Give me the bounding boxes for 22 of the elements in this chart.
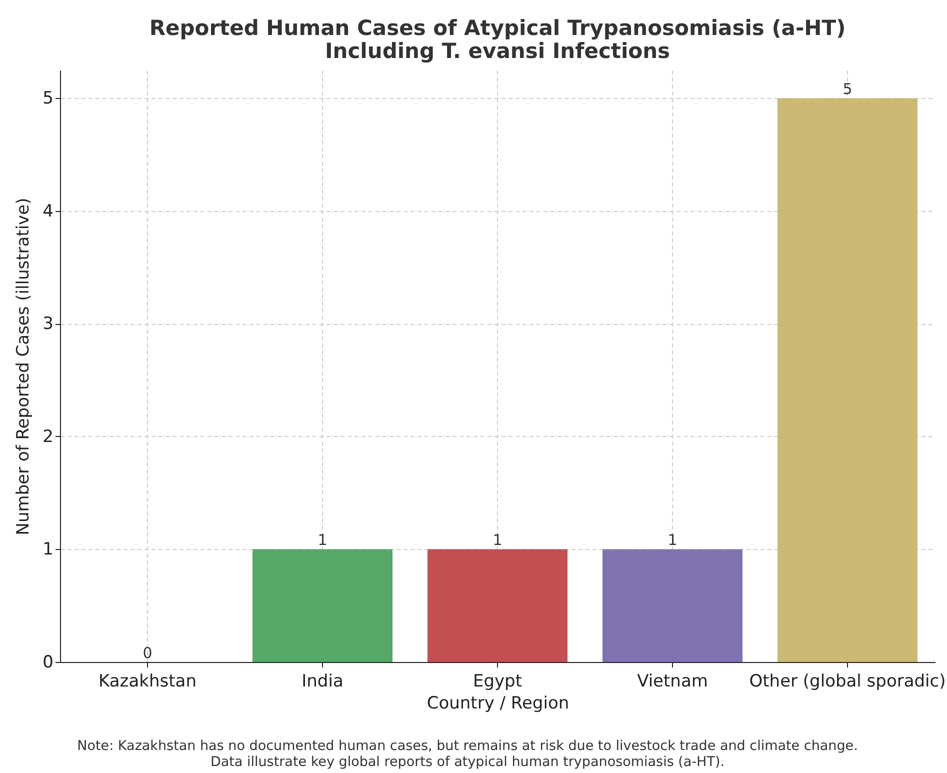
y-tick-label: 4 bbox=[42, 201, 54, 222]
text: Note: Kazakhstan has no documented human cases, but remains at risk due to livestock trade and climate change. bbox=[77, 738, 858, 754]
y-axis-title: Number of Reported Cases (illustrative) bbox=[14, 198, 34, 536]
data-label: 0 bbox=[142, 644, 152, 662]
data-label: 1 bbox=[492, 531, 502, 550]
x-tick-label: Egypt bbox=[472, 672, 522, 692]
data-label: 5 bbox=[842, 80, 852, 98]
data-label: 1 bbox=[668, 531, 678, 550]
text: Data illustrate key global reports of atypical human trypanosomiasis (a-HT). bbox=[210, 754, 725, 770]
y-tick-label: 1 bbox=[42, 540, 54, 560]
text: Reported Human Cases of Atypical Trypanosomiasis (a-HT) bbox=[149, 16, 846, 40]
y-tick-label: 0 bbox=[42, 652, 54, 672]
x-axis-title: Country / Region bbox=[426, 694, 570, 714]
y-tick-label: 2 bbox=[42, 426, 54, 447]
x-tick-label: Vietnam bbox=[637, 672, 708, 692]
x-tick-label: Kazakhstan bbox=[98, 672, 196, 692]
data-label: 1 bbox=[318, 531, 328, 550]
y-tick-label: 5 bbox=[42, 88, 54, 109]
x-tick-label: India bbox=[302, 672, 344, 692]
y-tick-label: 3 bbox=[42, 314, 54, 334]
x-tick-label: Other (global sporadic) bbox=[749, 672, 946, 692]
text: Including T. evansi Infections bbox=[324, 39, 670, 63]
